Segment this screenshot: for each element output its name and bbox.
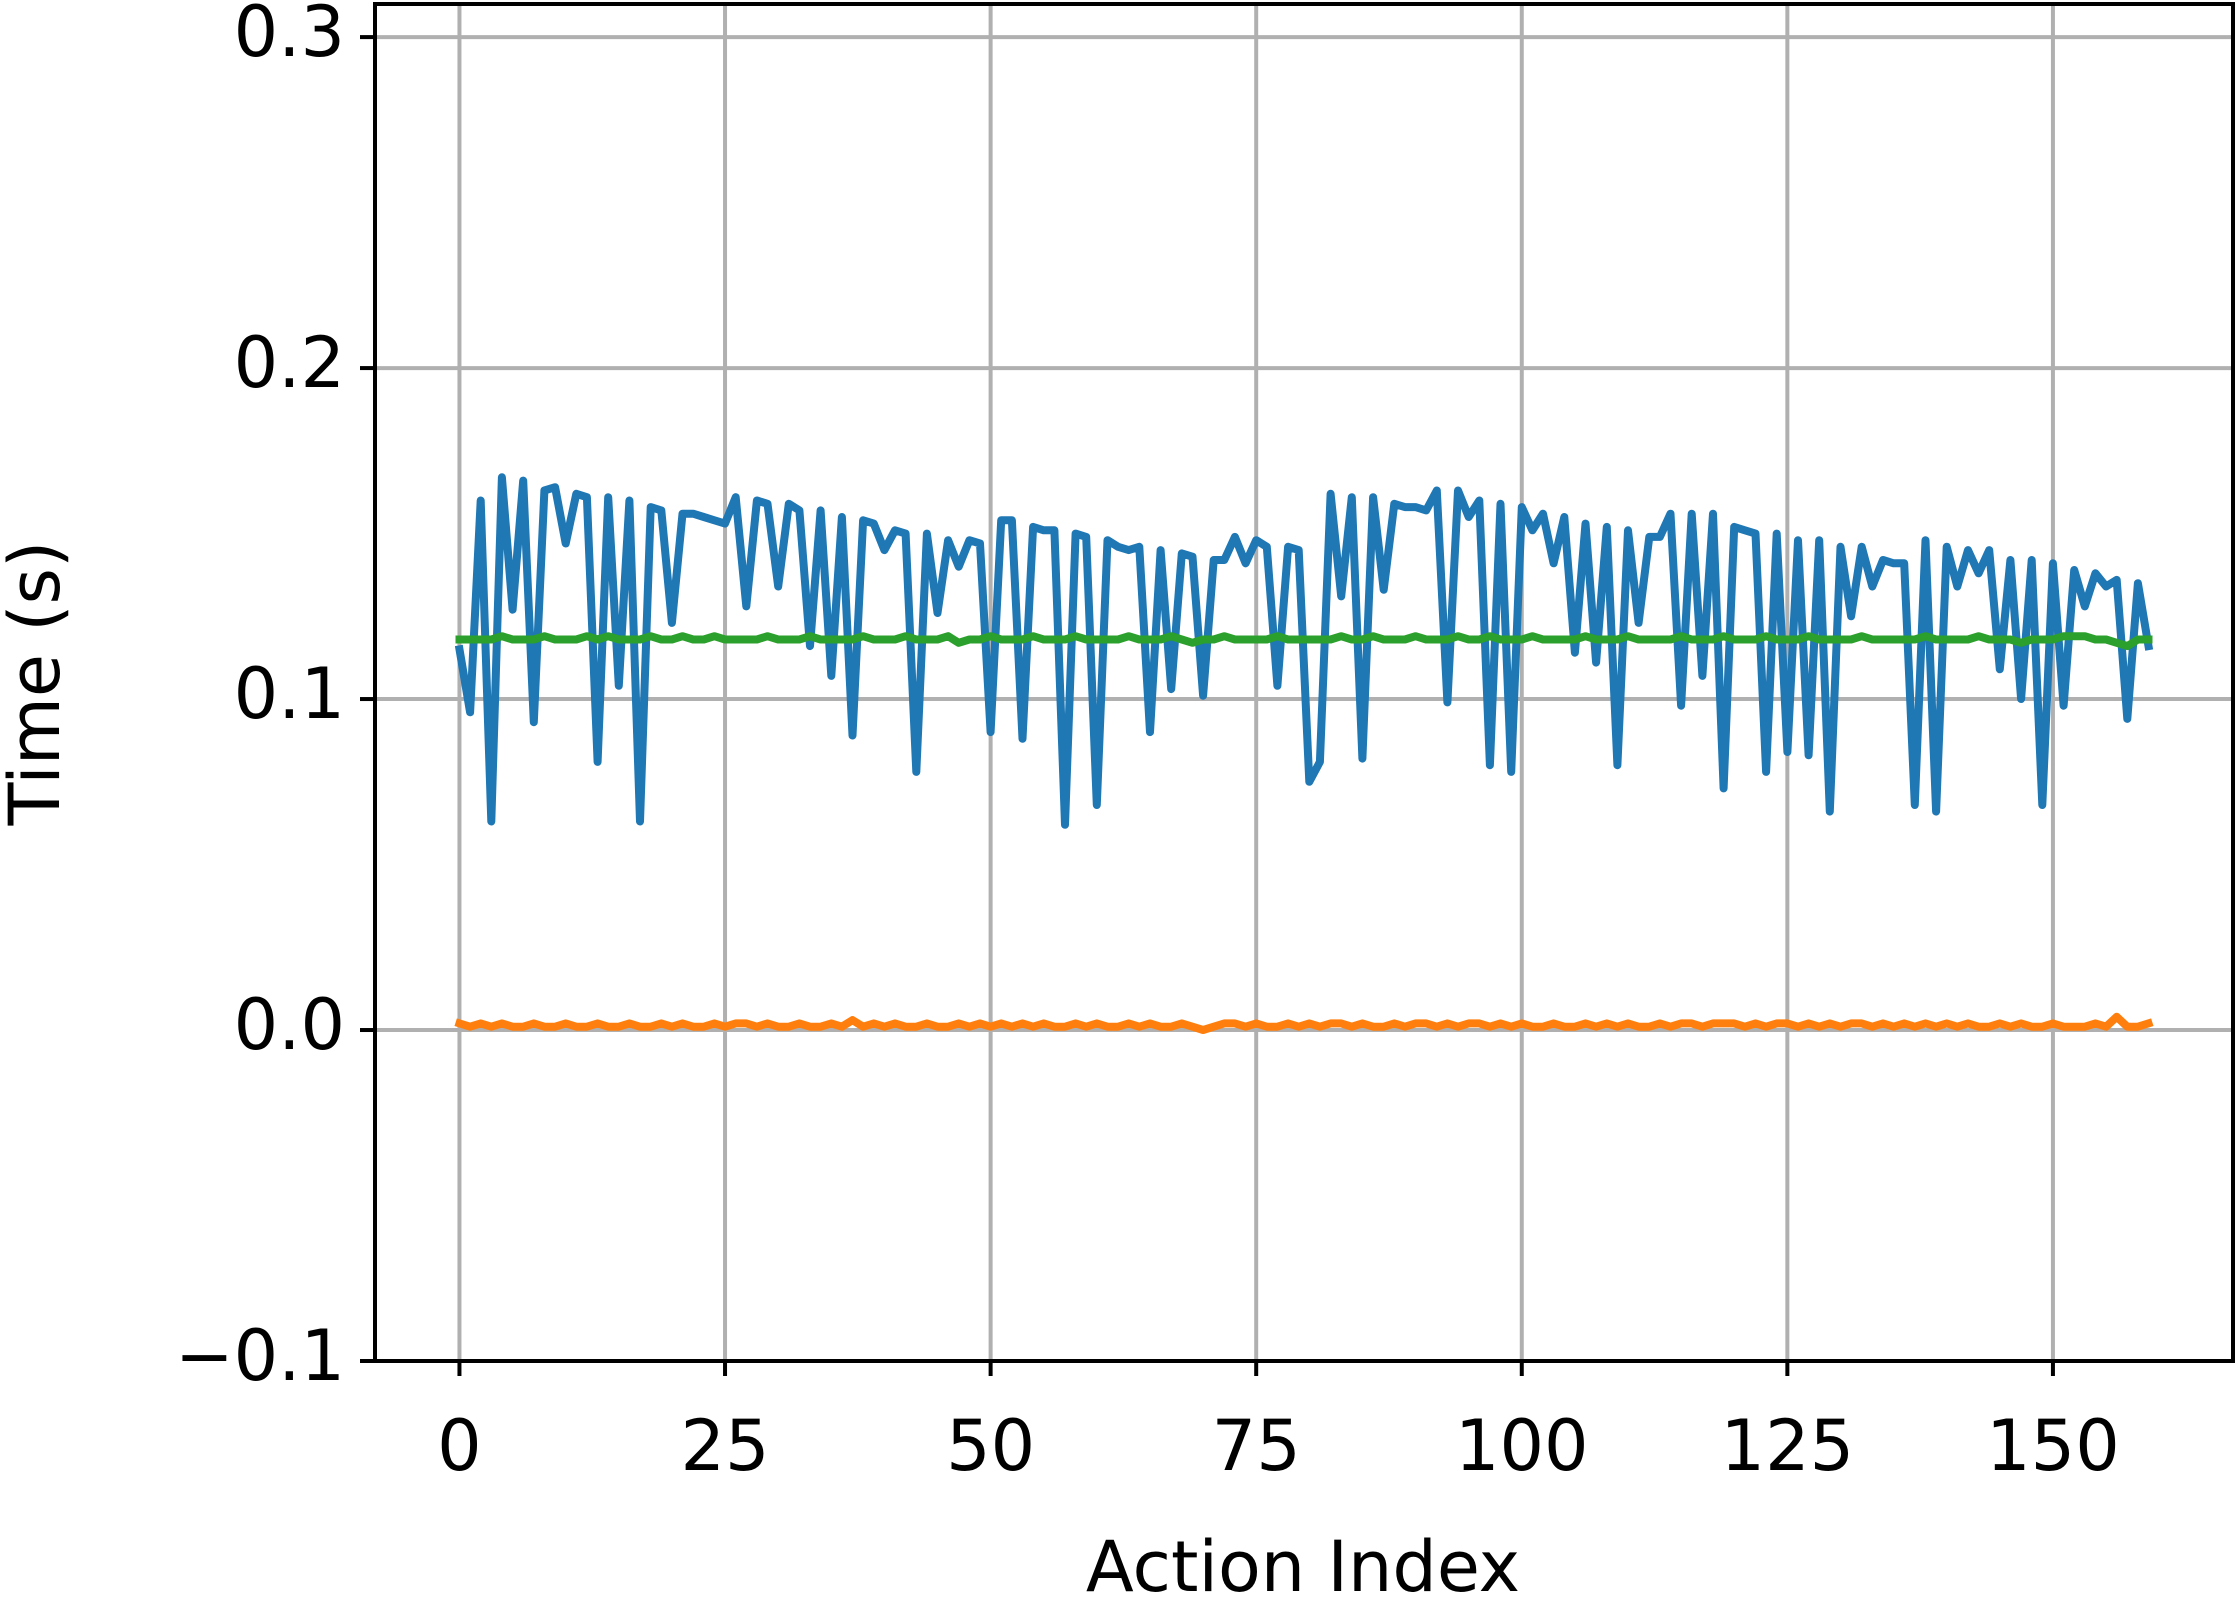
x-tick-label: 125 <box>1721 1405 1855 1487</box>
x-tick-label: 75 <box>1212 1405 1301 1487</box>
line-series <box>454 473 2154 829</box>
x-axis-label: Action Index <box>1086 1526 1520 1608</box>
y-tick-label: 0.1 <box>234 653 345 735</box>
x-tick-label: 150 <box>1986 1405 2120 1487</box>
y-tick-label: 0.2 <box>234 322 345 404</box>
x-tick-label: 25 <box>680 1405 769 1487</box>
plot-frame <box>373 2 2235 1363</box>
x-tick-label: 50 <box>946 1405 1035 1487</box>
y-tick-label: −0.1 <box>175 1315 345 1397</box>
line-series <box>454 1012 2154 1034</box>
y-tick-label: 0.0 <box>234 984 345 1066</box>
line-series <box>455 632 2153 651</box>
x-tick-label: 0 <box>437 1405 482 1487</box>
x-tick-label: 100 <box>1455 1405 1589 1487</box>
y-axis-label: Time (s) <box>0 541 76 827</box>
y-tick-label: 0.3 <box>234 0 345 73</box>
